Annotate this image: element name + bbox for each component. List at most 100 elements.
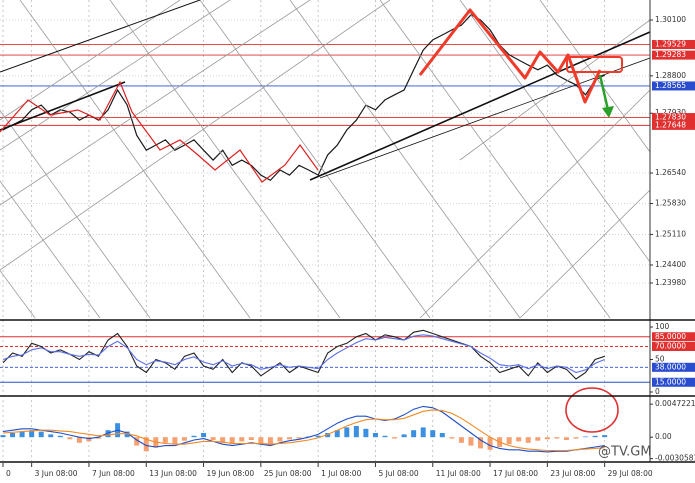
histogram-bar (86, 437, 92, 442)
x-tick-label: 13 Jun 08:00 (149, 469, 197, 478)
histogram-bar (382, 435, 388, 438)
x-tick-label: 3 Jun 08:00 (35, 469, 78, 478)
y-tick-label: 1.24400 (655, 260, 686, 269)
y-tick-label: 1.23980 (655, 278, 686, 287)
histogram-bar (544, 437, 550, 440)
histogram-bar (48, 434, 54, 438)
y-tick-label: 1.27930 (655, 108, 686, 117)
histogram-bar (439, 433, 445, 438)
x-tick-label: 23 Jul 08:00 (550, 469, 595, 478)
histogram-bar (420, 427, 426, 438)
level-tag (652, 120, 695, 130)
y-tick-label: 1.26540 (655, 168, 686, 177)
histogram-bar (363, 428, 369, 438)
level-label: 1.28565 (655, 81, 686, 90)
level-label: 1.27830 (655, 113, 686, 122)
level-tag (652, 377, 695, 387)
x-tick-label: 29 Jul 08:00 (608, 469, 653, 478)
histogram-bar (468, 437, 474, 446)
fan-lines (0, 0, 651, 319)
level-label: 1.29529 (655, 40, 686, 49)
level-label: 1.29283 (655, 50, 686, 59)
histogram-bar (201, 433, 207, 438)
histogram-bar (19, 431, 25, 438)
y-tick-label: 1.25830 (655, 199, 686, 208)
level-tag (652, 113, 695, 123)
x-tick-label: 7 Jun 08:00 (92, 469, 135, 478)
y-tick-label: 100 (655, 322, 670, 331)
histogram-bar (10, 433, 16, 438)
histogram-bar (344, 427, 350, 438)
y-tick-label: 50 (655, 355, 665, 364)
level-label: 1.27648 (655, 120, 686, 129)
histogram-bar (124, 431, 130, 438)
histogram-bar (220, 437, 226, 443)
histogram-bar (401, 434, 407, 438)
y-tick-label: 1.28800 (655, 71, 686, 80)
histogram-bar (458, 437, 464, 443)
histogram-bar (487, 437, 493, 450)
x-tick-label: 5 Jul 08:00 (378, 469, 418, 478)
histogram-bar (181, 437, 187, 441)
x-tick-label: 0 (6, 469, 11, 478)
y-tick-label: 1.25110 (655, 229, 686, 238)
histogram-bar (325, 433, 331, 438)
histogram-bar (554, 437, 560, 439)
histogram-bar (392, 437, 398, 439)
histogram-bar (430, 430, 436, 438)
x-tick-label: 17 Jul 08:00 (493, 469, 538, 478)
histogram-bar (191, 435, 197, 438)
y-tick-label: 0.00 (655, 432, 672, 441)
series-line (2, 409, 605, 452)
histogram-bar (506, 437, 512, 445)
histogram-bar (573, 437, 579, 439)
y-tick-label: 0.0047221 (655, 399, 695, 408)
histogram-bar (105, 430, 111, 438)
level-label: 70.0000 (655, 342, 686, 351)
arrow-head (602, 106, 614, 118)
histogram-bar (563, 437, 569, 440)
histogram-bar (38, 431, 44, 438)
histogram-bar (239, 437, 245, 442)
histogram-bar (162, 437, 168, 443)
zigzag (0, 80, 319, 183)
histogram-bar (67, 437, 73, 440)
x-tick-label: 1 Jul 08:00 (321, 469, 361, 478)
level-tag (652, 332, 695, 342)
histogram-bar (29, 430, 35, 438)
histogram-bar (535, 437, 541, 441)
histogram-bar (277, 437, 283, 442)
histogram-bar (372, 433, 378, 438)
histogram-bar (143, 437, 149, 452)
histogram-bar (258, 437, 264, 444)
histogram-bar (353, 426, 359, 438)
histogram-bar (248, 437, 254, 440)
x-tick-label: 19 Jun 08:00 (207, 469, 255, 478)
highlight-box (566, 56, 623, 73)
x-tick-label: 25 Jun 08:00 (264, 469, 312, 478)
level-tag (652, 40, 695, 50)
level-tag (652, 362, 695, 372)
histogram-bar (229, 437, 235, 445)
histogram-bar (267, 437, 273, 446)
histogram-bar (411, 430, 417, 438)
watermark: @TV.GM (598, 445, 652, 460)
histogram-bar (449, 437, 455, 439)
histogram-bar (516, 437, 522, 442)
histogram-bar (0, 435, 6, 438)
histogram-bar (296, 437, 302, 439)
y-tick-label: 1.30100 (655, 15, 686, 24)
annotations (0, 0, 651, 433)
histogram-bar (334, 430, 340, 438)
histogram-bar (76, 437, 82, 443)
histogram-bar (583, 436, 589, 438)
histogram-bar (478, 437, 483, 449)
histogram-bar (602, 435, 608, 438)
level-tag (652, 50, 695, 60)
series-line (2, 329, 605, 380)
series-line (2, 334, 605, 374)
level-label: 85.0000 (655, 332, 686, 341)
histogram-bar (210, 437, 216, 440)
